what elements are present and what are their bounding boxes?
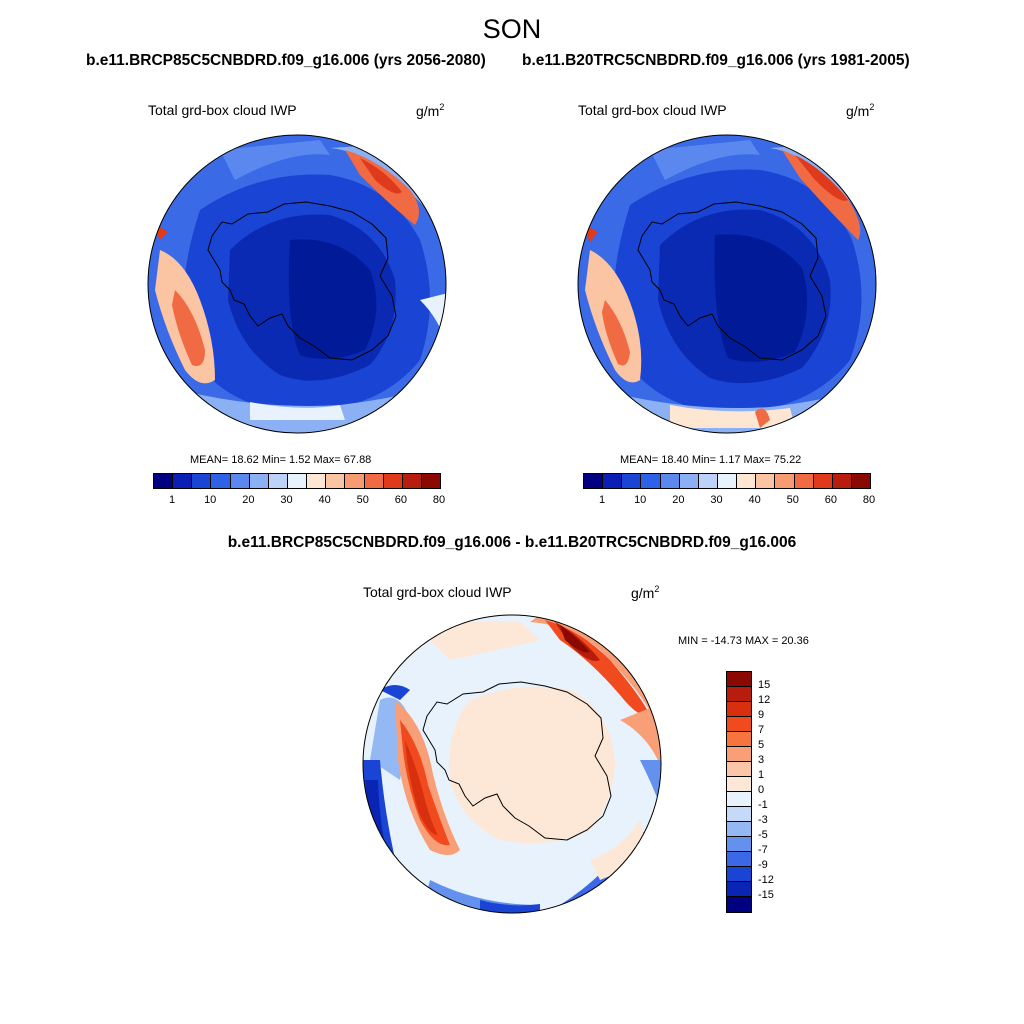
colorbar-tick-label: 50 bbox=[786, 494, 799, 506]
colorbar-tick-label: -3 bbox=[758, 814, 768, 826]
colorbar-swatch bbox=[192, 474, 212, 488]
colorbar-swatch bbox=[727, 792, 751, 807]
colorbar-swatch bbox=[794, 474, 814, 488]
colorbar-tick-label: -9 bbox=[758, 859, 768, 871]
colorbar-tick-label: 1 bbox=[599, 494, 606, 506]
colorbar-swatch bbox=[727, 732, 751, 747]
colorbar-swatch bbox=[756, 474, 776, 488]
colorbar-swatch bbox=[307, 474, 327, 488]
colorbar-swatch bbox=[727, 702, 751, 717]
colorbar-swatch bbox=[851, 474, 871, 488]
colorbar-tick-label: -15 bbox=[758, 889, 774, 901]
colorbar-swatch bbox=[727, 807, 751, 822]
colorbar-swatch bbox=[230, 474, 250, 488]
colorbar-swatch bbox=[249, 474, 269, 488]
colorbar-tick-label: 80 bbox=[862, 494, 876, 506]
colorbar-tick-label: 20 bbox=[242, 494, 255, 506]
right-variable-label: Total grd-box cloud IWP bbox=[578, 102, 727, 118]
colorbar-tick-label: 12 bbox=[758, 694, 771, 706]
colorbar-tick-label: 7 bbox=[758, 724, 765, 736]
colorbar-tick-label: 10 bbox=[204, 494, 217, 506]
colorbar-tick-label: -12 bbox=[758, 874, 774, 886]
colorbar-tick-label: 5 bbox=[758, 739, 765, 751]
colorbar-tick-label: 80 bbox=[432, 494, 446, 506]
colorbar-tick-label: 1 bbox=[169, 494, 176, 506]
right-stats: MEAN= 18.40 Min= 1.17 Max= 75.22 bbox=[620, 454, 802, 466]
season-title: SON bbox=[482, 14, 542, 44]
colorbar-swatch bbox=[727, 672, 751, 687]
colorbar-swatch bbox=[832, 474, 852, 488]
colorbar-swatch bbox=[727, 897, 751, 912]
colorbar-swatch bbox=[211, 474, 231, 488]
left-colorbar bbox=[153, 473, 441, 489]
colorbar-swatch bbox=[679, 474, 699, 488]
colorbar-swatch bbox=[698, 474, 718, 488]
colorbar-swatch bbox=[727, 687, 751, 702]
colorbar-swatch bbox=[727, 717, 751, 732]
colorbar-tick-label: 60 bbox=[394, 494, 407, 506]
colorbar-swatch bbox=[727, 762, 751, 777]
colorbar-swatch bbox=[813, 474, 833, 488]
right-units-label: g/m2 bbox=[846, 102, 875, 119]
colorbar-tick-label: 0 bbox=[758, 784, 765, 796]
colorbar-swatch bbox=[775, 474, 795, 488]
colorbar-tick-label: -5 bbox=[758, 829, 768, 841]
colorbar-swatch bbox=[727, 882, 751, 897]
colorbar-tick-label: 15 bbox=[758, 679, 771, 691]
colorbar-swatch bbox=[737, 474, 757, 488]
colorbar-tick-label: 50 bbox=[356, 494, 369, 506]
colorbar-swatch bbox=[622, 474, 642, 488]
colorbar-swatch bbox=[727, 747, 751, 762]
diff-stats: MIN = -14.73 MAX = 20.36 bbox=[678, 635, 809, 647]
colorbar-tick-label: 3 bbox=[758, 754, 765, 766]
colorbar-swatch bbox=[402, 474, 422, 488]
colorbar-tick-label: 40 bbox=[318, 494, 331, 506]
colorbar-tick-label: 20 bbox=[672, 494, 685, 506]
colorbar-tick-label: 40 bbox=[748, 494, 761, 506]
case2-title: b.e11.B20TRC5CNBDRD.f09_g16.006 (yrs 198… bbox=[522, 52, 910, 69]
colorbar-swatch bbox=[660, 474, 680, 488]
left-stats: MEAN= 18.62 Min= 1.52 Max= 67.88 bbox=[190, 454, 372, 466]
colorbar-tick-label: -7 bbox=[758, 844, 768, 856]
colorbar-swatch bbox=[268, 474, 288, 488]
colorbar-swatch bbox=[727, 822, 751, 837]
colorbar-swatch bbox=[727, 852, 751, 867]
colorbar-tick-label: -1 bbox=[758, 799, 768, 811]
diff-title: b.e11.BRCP85C5CNBDRD.f09_g16.006 - b.e11… bbox=[227, 534, 797, 551]
colorbar-swatch bbox=[173, 474, 193, 488]
colorbar-swatch bbox=[421, 474, 441, 488]
diff-units-label: g/m2 bbox=[631, 584, 660, 601]
colorbar-swatch bbox=[727, 837, 751, 852]
colorbar-swatch bbox=[584, 474, 604, 488]
colorbar-swatch bbox=[287, 474, 308, 488]
case1-title: b.e11.BRCP85C5CNBDRD.f09_g16.006 (yrs 20… bbox=[86, 52, 486, 69]
colorbar-swatch bbox=[326, 474, 346, 488]
colorbar-tick-label: 30 bbox=[710, 494, 723, 506]
diff-variable-label: Total grd-box cloud IWP bbox=[363, 584, 512, 600]
colorbar-swatch bbox=[727, 867, 751, 882]
colorbar-tick-label: 30 bbox=[280, 494, 293, 506]
right-colorbar bbox=[583, 473, 871, 489]
colorbar-tick-label: 10 bbox=[634, 494, 647, 506]
colorbar-swatch bbox=[154, 474, 174, 488]
left-variable-label: Total grd-box cloud IWP bbox=[148, 102, 297, 118]
colorbar-swatch bbox=[727, 777, 751, 792]
colorbar-swatch bbox=[345, 474, 365, 488]
colorbar-tick-label: 9 bbox=[758, 709, 765, 721]
colorbar-tick-label: 1 bbox=[758, 769, 765, 781]
colorbar-swatch bbox=[364, 474, 384, 488]
colorbar-swatch bbox=[641, 474, 661, 488]
colorbar-swatch bbox=[383, 474, 403, 488]
colorbar-swatch bbox=[717, 474, 738, 488]
colorbar-swatch bbox=[603, 474, 623, 488]
left-units-label: g/m2 bbox=[416, 102, 445, 119]
diff-colorbar bbox=[726, 671, 752, 913]
colorbar-tick-label: 60 bbox=[824, 494, 837, 506]
